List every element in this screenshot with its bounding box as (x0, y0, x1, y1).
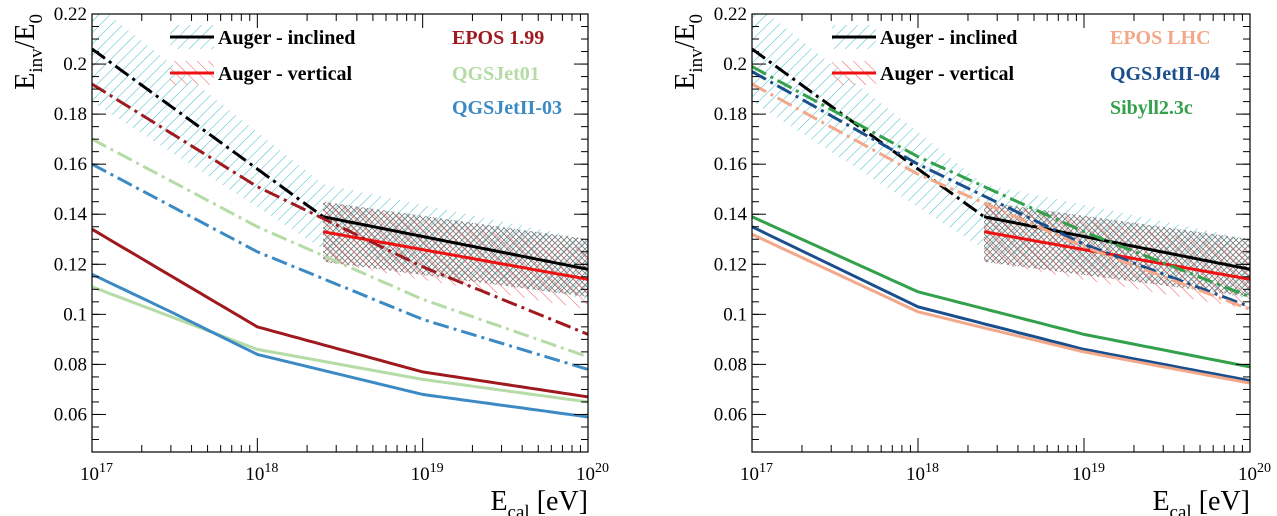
legend-label-auger-inclined: Auger - inclined (218, 27, 355, 49)
series-qgsjetii-04-4 (752, 70, 1250, 309)
legend-label-qgsjetii-03: QGSJetII-03 (452, 97, 562, 119)
series-epos-lhc-5 (752, 82, 1250, 311)
x-tick-label-18: 1018 (906, 461, 939, 485)
series-qgsjetii-04-7 (752, 225, 1250, 383)
series-qgsjetii-03-8 (92, 272, 588, 419)
series-epos-1-99-6 (92, 227, 588, 399)
legend-label-epos-1-99: EPOS 1.99 (452, 27, 544, 49)
y-axis-title: Einv/E0 (10, 14, 47, 90)
right-panel: 1017 1018 1019 1020 0.06 0.08 0.1 0.12 0.14 0.16 0… (670, 4, 1271, 516)
x-tick-label-20: 1020 (576, 461, 609, 485)
series-sibyll2-3c-3 (752, 65, 1250, 299)
series-epos-1-99-3 (92, 82, 588, 336)
y-tick-label: 0.16 (714, 154, 747, 175)
y-tick-label: 0.18 (54, 104, 87, 125)
plot-area (752, 14, 1250, 385)
x-tick-label-18: 1018 (245, 461, 278, 485)
x-axis-title: Ecal [eV] (490, 486, 588, 516)
y-tick-label: 0.14 (54, 204, 88, 225)
series-auger-inclined-0 (92, 47, 324, 218)
legend-label-auger-inclined: Auger - inclined (880, 27, 1017, 49)
y-tick-label: 0.12 (714, 254, 747, 275)
x-tick-label-17: 1017 (80, 461, 113, 485)
y-tick-label: 0.22 (714, 4, 747, 25)
legend-label-sibyll2-3c: Sibyll2.3c (1110, 97, 1193, 119)
plot-frame (91, 13, 589, 453)
y-tick-label: 0.12 (54, 254, 87, 275)
plot-frame (751, 13, 1251, 453)
series-auger-inclined-0 (752, 47, 985, 218)
y-tick-label: 0.06 (54, 404, 87, 425)
legend-label-epos-lhc: EPOS LHC (1110, 27, 1211, 49)
x-axis-title: Ecal [eV] (1152, 486, 1250, 516)
band-auger-inclined-0 (752, 14, 985, 250)
series-auger-vertical-2 (322, 230, 588, 281)
series-sibyll2-3c-6 (752, 215, 1250, 369)
y-tick-label: 0.18 (714, 104, 747, 125)
legend: Auger - inclined Auger - vertical EPOS 1.9… (170, 25, 562, 119)
series-epos-lhc-8 (752, 232, 1250, 385)
series-qgsjet01-4 (92, 137, 588, 359)
series-qgsjetii-03-5 (92, 162, 588, 371)
y-tick-label: 0.22 (54, 4, 87, 25)
series-qgsjet01-7 (92, 285, 588, 404)
y-tick-label: 0.08 (54, 354, 87, 375)
series-auger-inclined-1 (983, 215, 1250, 271)
y-tick-label: 0.06 (714, 404, 747, 425)
y-tick-label: 0.1 (63, 304, 87, 325)
left-panel: 1017 1018 1019 1020 0.06 0.08 0.1 0.12 0.14 0.16 0… (10, 4, 609, 516)
y-tick-label: 0.08 (714, 354, 747, 375)
y-tick-label: 0.1 (723, 304, 747, 325)
x-tick-label-20: 1020 (1238, 461, 1271, 485)
legend-label-qgsjet01: QGSJet01 (452, 63, 540, 85)
legend-label-auger-vertical: Auger - vertical (218, 63, 352, 85)
y-tick-label: 0.2 (63, 54, 87, 75)
series-auger-inclined-1 (322, 215, 588, 271)
plot-area (92, 14, 588, 419)
legend-label-qgsjetii-04: QGSJetII-04 (1110, 63, 1220, 85)
x-tick-label-19: 1019 (1072, 461, 1105, 485)
legend: Auger - inclined Auger - vertical EPOS LHC… (832, 25, 1220, 119)
y-axis-title: Einv/E0 (670, 14, 707, 90)
y-tick-label: 0.2 (723, 54, 747, 75)
y-tick-label: 0.14 (714, 204, 748, 225)
x-tick-label-19: 1019 (411, 461, 444, 485)
x-tick-label-17: 1017 (740, 461, 773, 485)
legend-label-auger-vertical: Auger - vertical (880, 63, 1014, 85)
y-tick-label: 0.16 (54, 154, 87, 175)
